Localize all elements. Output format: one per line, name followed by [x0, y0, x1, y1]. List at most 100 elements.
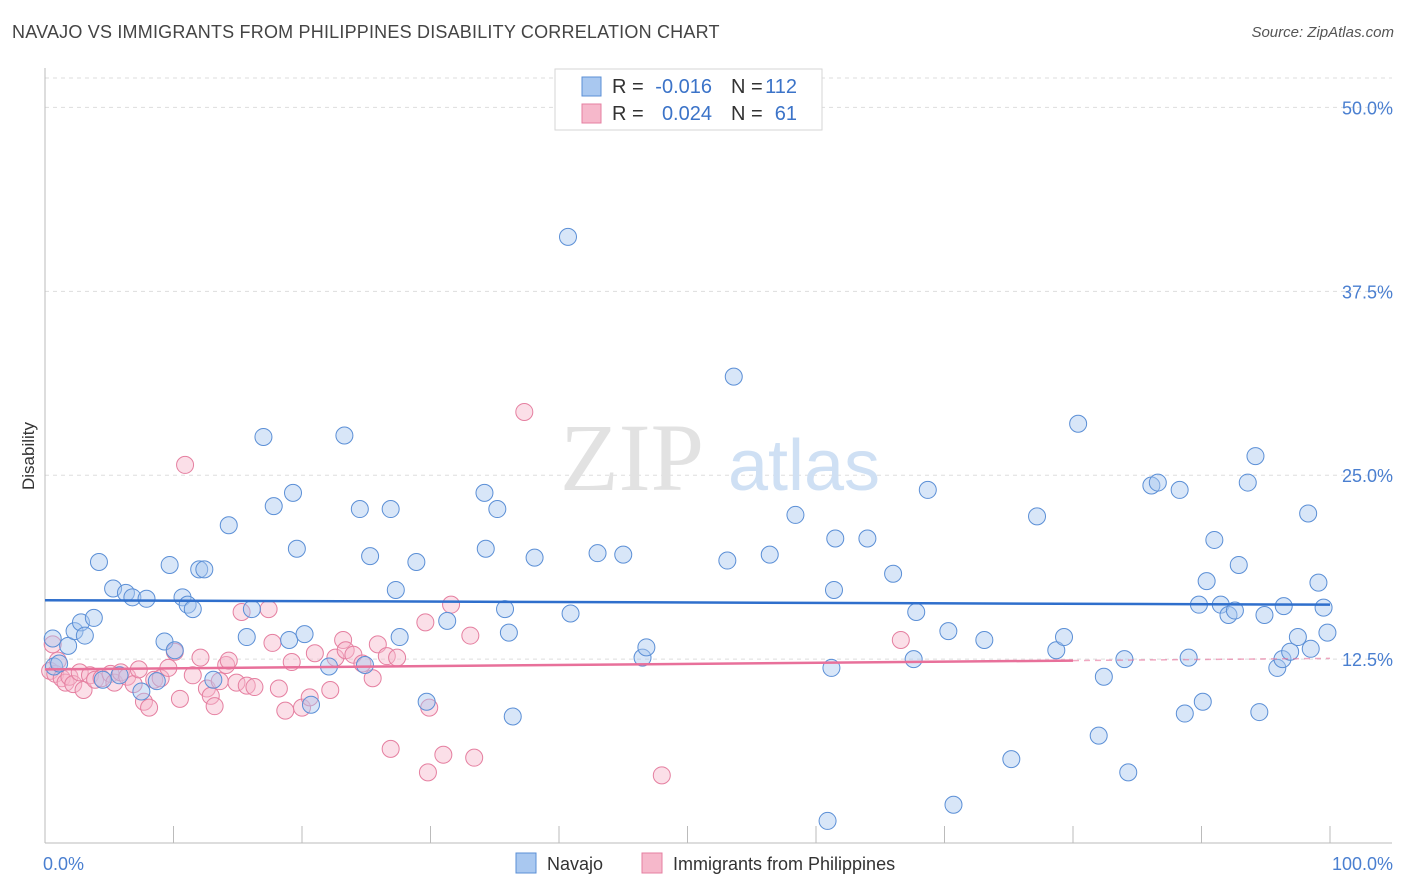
point-navajo-57: [614, 545, 633, 564]
point-philippines-64: [465, 748, 484, 767]
point-philippines-41: [269, 679, 288, 698]
trend-line-navajo: [44, 599, 1331, 606]
axes: [44, 68, 1392, 844]
point-philippines-56: [381, 739, 400, 758]
point-navajo-39: [355, 655, 374, 674]
point-philippines-19: [134, 692, 153, 711]
point-philippines-57: [388, 648, 407, 667]
y-axis-label: Disability: [19, 421, 38, 490]
point-philippines-1: [43, 635, 62, 654]
point-navajo-72: [918, 480, 937, 499]
point-philippines-66: [652, 766, 671, 785]
point-navajo-4: [65, 622, 84, 641]
point-navajo-82: [1094, 667, 1113, 686]
point-navajo-53: [525, 548, 544, 567]
point-navajo-96: [1225, 601, 1244, 620]
point-navajo-98: [1238, 473, 1257, 492]
bottom-legend-philippines: Immigrants from Philippines: [673, 854, 895, 874]
point-philippines-46: [305, 644, 324, 663]
point-navajo-77: [1028, 507, 1047, 526]
point-navajo-41: [381, 500, 400, 519]
point-navajo-18: [160, 555, 179, 574]
point-navajo-107: [1301, 639, 1320, 658]
point-navajo-84: [1119, 763, 1138, 782]
point-philippines-25: [170, 689, 189, 708]
point-navajo-43: [390, 628, 409, 647]
point-navajo-104: [1281, 642, 1300, 661]
point-navajo-89: [1179, 648, 1198, 667]
point-navajo-105: [1288, 628, 1307, 647]
point-navajo-79: [1055, 628, 1074, 647]
point-navajo-48: [476, 539, 495, 558]
point-navajo-50: [496, 600, 515, 619]
point-navajo-108: [1309, 573, 1328, 592]
y-tick-labels: 12.5% 25.0% 37.5% 50.0%: [1342, 98, 1393, 670]
point-navajo-7: [84, 608, 103, 627]
point-navajo-42: [386, 580, 405, 599]
point-navajo-66: [824, 580, 843, 599]
point-navajo-110: [1318, 623, 1337, 642]
point-navajo-83: [1115, 650, 1134, 669]
legend-n-label-2: N =: [731, 103, 763, 125]
point-navajo-68: [858, 529, 877, 548]
y-tick-label-2: 37.5%: [1342, 282, 1393, 302]
point-navajo-92: [1197, 572, 1216, 591]
point-navajo-28: [242, 600, 261, 619]
chart-title: NAVAJO VS IMMIGRANTS FROM PHILIPPINES DI…: [12, 22, 720, 42]
point-philippines-47: [321, 681, 340, 699]
point-navajo-1: [44, 657, 63, 676]
trend-line-philippines: [44, 659, 1074, 671]
point-navajo-32: [284, 483, 303, 502]
point-philippines-37: [237, 676, 256, 695]
point-philippines-67: [891, 630, 910, 649]
point-navajo-86: [1148, 473, 1167, 492]
point-philippines-38: [245, 678, 264, 697]
point-navajo-69: [884, 564, 903, 583]
point-navajo-78: [1047, 641, 1066, 660]
point-navajo-97: [1229, 555, 1248, 574]
point-navajo-2: [50, 654, 69, 673]
point-navajo-14: [132, 682, 151, 701]
point-navajo-22: [183, 600, 202, 619]
point-navajo-11: [110, 666, 129, 685]
legend-r-label-2: R =: [612, 103, 644, 125]
source-label: Source: ZipAtlas.com: [1251, 24, 1394, 41]
trend-lines: [44, 599, 1331, 671]
point-navajo-55: [561, 604, 580, 623]
point-navajo-74: [944, 795, 963, 814]
legend-box: R = -0.016 N = 112 R = 0.024 N = 61: [554, 68, 823, 131]
point-navajo-76: [1002, 750, 1021, 769]
y-tick-label-0: 12.5%: [1342, 650, 1393, 670]
point-navajo-61: [724, 367, 743, 386]
x-tick-labels: 0.0% 100.0%: [43, 854, 1393, 874]
point-navajo-37: [335, 426, 354, 445]
point-navajo-38: [350, 500, 369, 519]
point-navajo-102: [1268, 658, 1287, 677]
legend-n-value-1: 112: [765, 76, 797, 98]
point-navajo-16: [147, 672, 166, 691]
point-navajo-75: [975, 630, 994, 649]
point-navajo-0: [43, 629, 62, 648]
point-navajo-87: [1170, 480, 1189, 499]
point-navajo-34: [295, 625, 314, 644]
point-navajo-62: [760, 545, 779, 564]
point-philippines-40: [263, 633, 282, 652]
bottom-legend-swatch-navajo: [515, 852, 537, 874]
point-navajo-64: [818, 811, 837, 830]
x-tick-label-1: 100.0%: [1332, 854, 1393, 874]
point-philippines-58: [416, 613, 435, 632]
point-navajo-58: [633, 648, 652, 667]
point-navajo-101: [1255, 605, 1274, 624]
point-navajo-6: [75, 626, 94, 645]
point-navajo-17: [155, 632, 174, 651]
point-navajo-100: [1250, 703, 1269, 722]
point-navajo-109: [1314, 598, 1333, 617]
point-navajo-26: [219, 516, 238, 535]
point-navajo-56: [588, 544, 607, 563]
bottom-legend: Navajo Immigrants from Philippines: [515, 852, 895, 874]
bottom-legend-swatch-philippines: [641, 852, 663, 874]
point-philippines-7: [64, 675, 83, 694]
point-navajo-19: [165, 641, 184, 660]
point-navajo-60: [718, 551, 737, 570]
